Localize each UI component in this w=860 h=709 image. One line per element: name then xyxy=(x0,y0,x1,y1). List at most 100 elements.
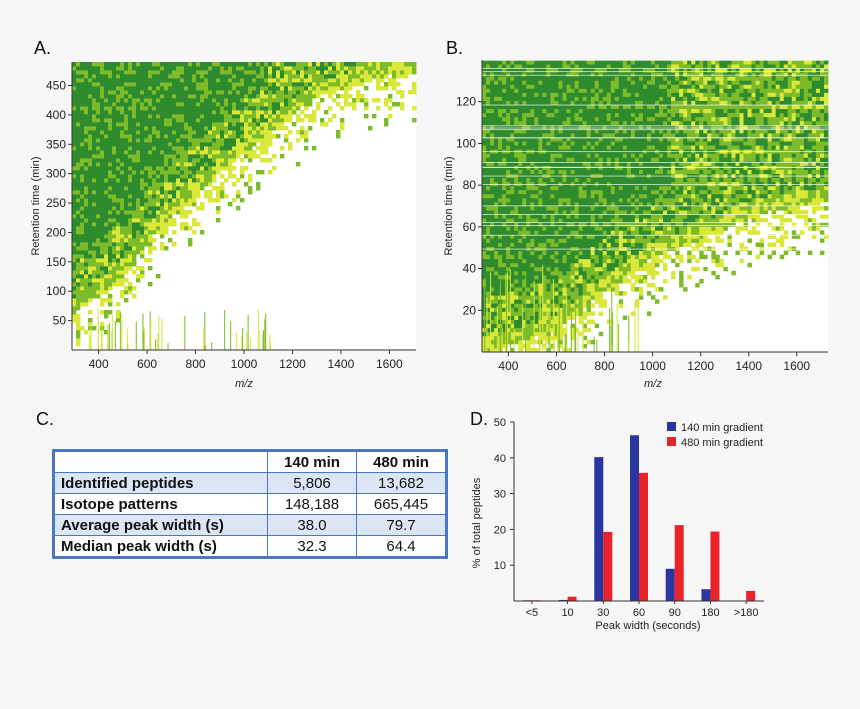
heat-cell xyxy=(208,118,213,123)
heat-cell xyxy=(100,134,105,139)
heat-cell xyxy=(598,291,604,296)
heat-cell xyxy=(538,141,543,146)
heat-cell xyxy=(96,178,101,183)
heat-cell xyxy=(84,278,89,283)
heat-cell xyxy=(116,318,121,323)
heat-cell xyxy=(108,258,113,263)
heat-cell xyxy=(412,106,417,111)
heat-cell xyxy=(404,70,409,75)
heat-cell xyxy=(140,238,145,243)
heat-cell xyxy=(562,283,567,288)
heat-cell xyxy=(518,238,523,243)
heat-cell xyxy=(614,291,620,296)
heat-cell xyxy=(288,118,293,123)
heat-cell xyxy=(550,206,555,211)
heat-cell xyxy=(562,124,567,130)
heat-cell xyxy=(582,299,587,304)
heat-cell xyxy=(316,106,321,111)
heat-cell xyxy=(136,158,141,163)
heat-cell xyxy=(236,82,241,87)
heat-cell xyxy=(526,258,531,264)
heat-cell xyxy=(498,68,503,73)
heat-cell xyxy=(244,62,249,67)
heat-cell xyxy=(594,177,600,183)
heat-cell xyxy=(594,274,600,280)
heat-cell xyxy=(606,120,612,126)
heat-cell xyxy=(200,150,205,155)
heat-cell xyxy=(104,166,109,171)
heat-cell xyxy=(260,126,265,131)
heat-cell xyxy=(264,102,269,107)
heat-cell xyxy=(188,242,193,247)
heat-cell xyxy=(192,94,197,99)
heat-cell xyxy=(176,130,181,135)
heat-cell xyxy=(132,178,137,183)
heat-cell xyxy=(204,174,209,179)
heat-cell xyxy=(164,66,169,71)
heat-cell xyxy=(518,60,523,65)
heat-cell xyxy=(276,82,281,87)
heat-cell xyxy=(132,206,137,211)
heat-cell xyxy=(506,283,511,288)
heat-cell xyxy=(610,222,616,227)
heat-cell xyxy=(582,177,587,183)
heat-cell xyxy=(530,80,535,85)
heat-cell xyxy=(542,283,547,288)
heat-cell xyxy=(272,94,277,99)
heat-cell xyxy=(140,82,145,87)
heat-cell xyxy=(578,206,583,211)
heat-cell xyxy=(574,258,579,264)
heat-cell xyxy=(344,70,349,75)
heat-cell xyxy=(76,130,81,135)
heat-cell xyxy=(88,290,93,295)
heat-cell xyxy=(92,78,97,83)
heat-cell xyxy=(92,94,97,99)
heat-cell xyxy=(108,222,113,227)
heat-cell xyxy=(518,201,523,207)
heat-cell xyxy=(148,110,153,115)
heat-cell xyxy=(614,206,620,211)
heat-cell xyxy=(76,186,81,191)
heat-cell xyxy=(498,177,503,183)
heat-cell xyxy=(196,150,201,155)
heat-cell xyxy=(116,102,121,107)
heat-cell xyxy=(248,178,253,183)
heat-cell xyxy=(100,102,105,107)
heat-cell xyxy=(152,138,157,143)
heat-cell xyxy=(76,86,81,91)
heat-cell xyxy=(514,218,519,223)
heat-cell xyxy=(84,74,89,79)
heat-cell xyxy=(546,64,551,69)
heat-cell xyxy=(196,170,201,175)
heat-cell xyxy=(120,118,125,123)
heat-cell xyxy=(486,266,491,272)
heat-cell xyxy=(100,290,105,295)
heat-cell xyxy=(256,146,261,151)
heat-cell xyxy=(76,114,81,119)
heat-cell xyxy=(296,62,301,67)
heat-cell xyxy=(498,120,503,126)
heat-cell xyxy=(610,234,616,239)
heat-cell xyxy=(578,145,583,150)
heat-cell xyxy=(490,238,495,243)
heat-cell xyxy=(502,185,507,191)
heat-cell xyxy=(590,137,596,142)
heat-cell xyxy=(80,286,85,291)
heat-cell xyxy=(562,210,567,215)
heat-cell xyxy=(128,110,133,115)
heat-cell xyxy=(128,106,133,111)
heat-cell xyxy=(76,150,81,155)
heat-cell xyxy=(412,86,417,91)
heat-cell xyxy=(514,128,519,134)
heat-cell xyxy=(76,90,81,95)
heat-cell xyxy=(132,186,137,191)
heat-cell xyxy=(538,88,543,93)
heat-cell xyxy=(566,218,571,223)
heat-cell xyxy=(570,60,575,65)
heat-cell xyxy=(510,153,515,158)
heat-cell xyxy=(486,222,491,227)
heat-cell xyxy=(522,327,527,333)
heat-cell xyxy=(614,201,620,207)
heat-cell xyxy=(168,62,173,67)
heat-cell xyxy=(204,70,209,75)
